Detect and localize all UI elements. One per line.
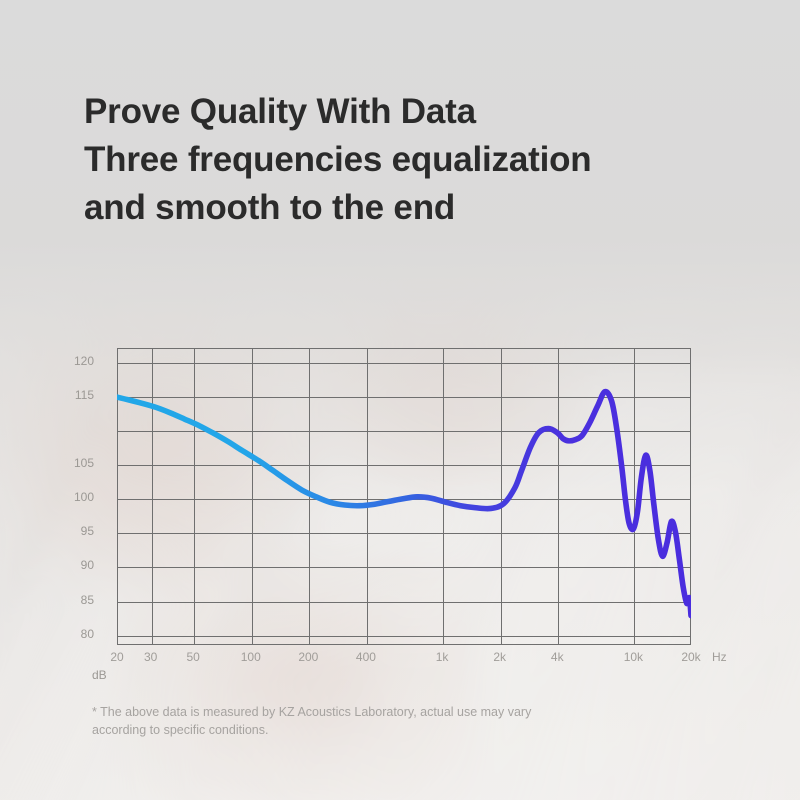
response-curve xyxy=(117,388,691,619)
y-tick-label: 80 xyxy=(80,626,94,641)
gridline-horizontal xyxy=(118,465,690,467)
headline-line-3: and smooth to the end xyxy=(84,188,456,227)
gridline-vertical xyxy=(366,349,368,644)
x-tick-label: 10k xyxy=(623,650,644,664)
gridline-horizontal xyxy=(118,362,690,364)
gridline-vertical xyxy=(443,349,445,644)
x-tick-label: 20k xyxy=(681,650,701,664)
gridline-vertical xyxy=(500,349,502,644)
x-axis-unit-label: Hz xyxy=(712,650,727,664)
y-tick-label: 85 xyxy=(80,592,94,607)
gridline-horizontal xyxy=(118,567,690,569)
page-title: Prove Quality With Data Three frequencie… xyxy=(84,88,744,232)
footnote-line-2: according to specific conditions. xyxy=(92,723,269,737)
y-tick-label: 115 xyxy=(74,387,94,402)
gridline-vertical xyxy=(634,349,636,644)
gridline-vertical xyxy=(194,349,196,644)
y-tick-label: 90 xyxy=(80,558,94,573)
x-tick-label: 30 xyxy=(144,650,158,664)
y-axis-unit-label: dB xyxy=(92,668,107,682)
x-tick-label: 100 xyxy=(240,650,261,664)
gridline-vertical xyxy=(251,349,253,644)
y-tick-label: 100 xyxy=(73,490,94,505)
x-tick-label: 400 xyxy=(355,650,376,664)
gridline-horizontal xyxy=(118,430,690,432)
x-tick-label: 2k xyxy=(493,650,506,664)
x-tick-label: 50 xyxy=(186,650,200,664)
x-tick-label: 1k xyxy=(435,650,449,664)
gridline-horizontal xyxy=(118,533,690,535)
footnote-line-1: * The above data is measured by KZ Acous… xyxy=(92,705,532,719)
frequency-response-chart: dB Hz 20 30 50 100 200 400 1k 2k 4k 10k 20k 120 115… xyxy=(0,330,800,682)
y-tick-label: 95 xyxy=(80,524,94,539)
gridline-horizontal xyxy=(118,396,690,398)
headline-line-2: Three frequencies equalization xyxy=(84,140,592,179)
chart-footnote: * The above data is measured by KZ Acous… xyxy=(92,703,692,739)
x-tick-label: 4k xyxy=(550,650,564,664)
x-tick-label: 200 xyxy=(298,650,319,664)
gridline-horizontal xyxy=(118,635,690,637)
gridline-horizontal xyxy=(118,601,690,603)
y-tick-label: 105 xyxy=(73,456,94,471)
gridline-vertical xyxy=(151,349,153,644)
headline-line-1: Prove Quality With Data xyxy=(84,92,476,131)
y-tick-label: 120 xyxy=(73,353,94,368)
x-tick-label: 20 xyxy=(110,650,124,664)
gridline-vertical xyxy=(558,349,560,644)
